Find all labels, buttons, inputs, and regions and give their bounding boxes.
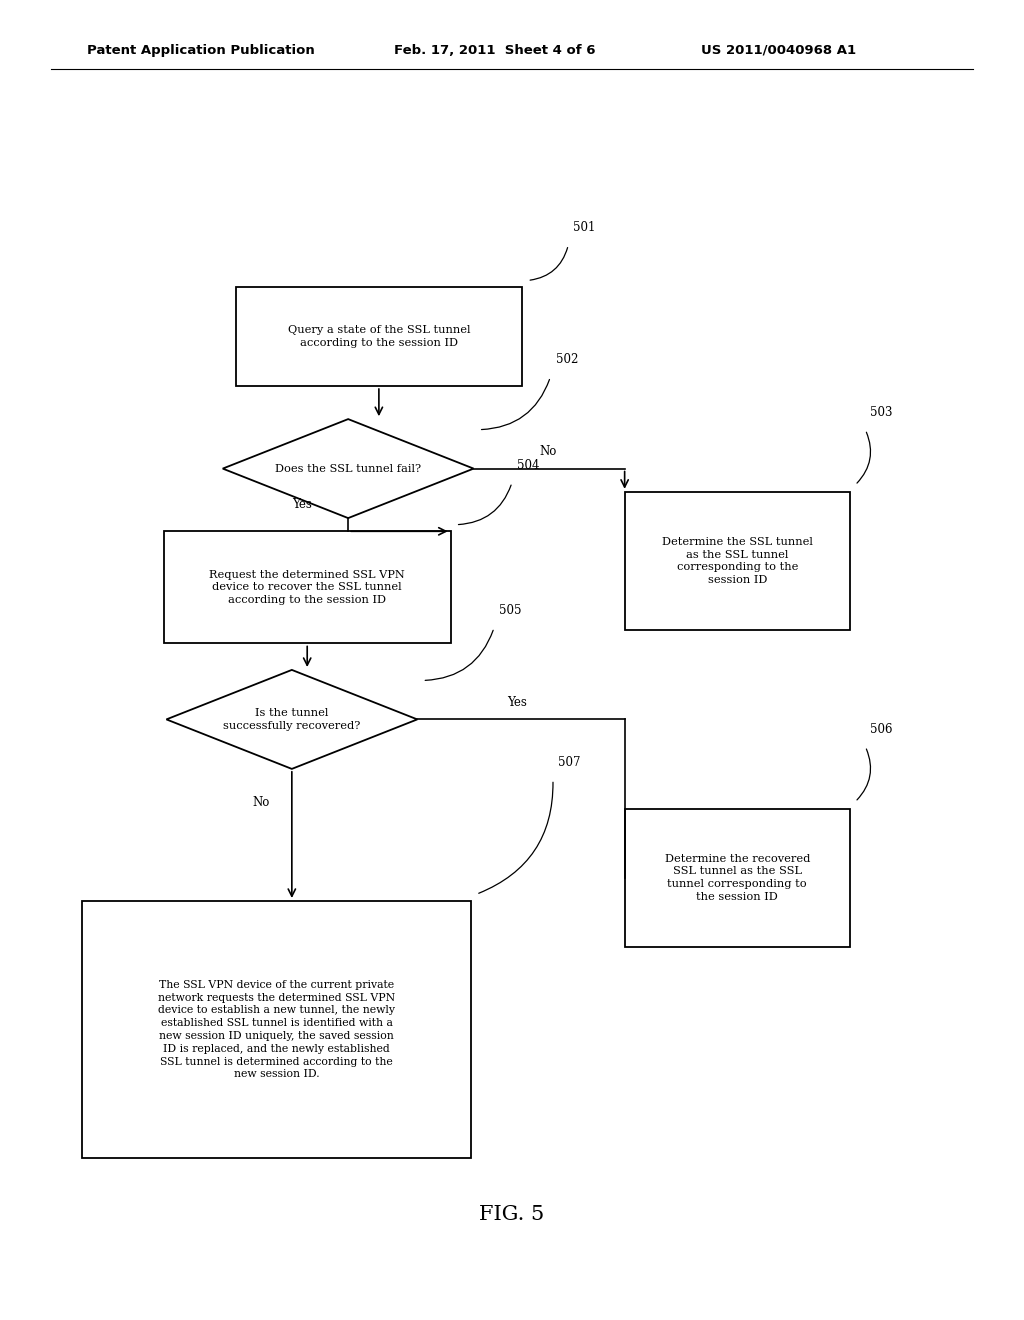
Text: Yes: Yes bbox=[292, 498, 312, 511]
Bar bbox=[82, 900, 471, 1159]
Polygon shape bbox=[166, 671, 418, 768]
Text: 502: 502 bbox=[555, 354, 578, 366]
Text: 501: 501 bbox=[573, 222, 596, 235]
Text: 507: 507 bbox=[558, 756, 581, 768]
Text: Is the tunnel
successfully recovered?: Is the tunnel successfully recovered? bbox=[223, 708, 360, 731]
Text: 506: 506 bbox=[870, 723, 893, 737]
Text: No: No bbox=[540, 445, 556, 458]
Bar bbox=[625, 808, 850, 948]
Text: Determine the SSL tunnel
as the SSL tunnel
corresponding to the
session ID: Determine the SSL tunnel as the SSL tunn… bbox=[662, 537, 813, 585]
Text: The SSL VPN device of the current private
network requests the determined SSL VP: The SSL VPN device of the current privat… bbox=[158, 979, 395, 1080]
Text: Query a state of the SSL tunnel
according to the session ID: Query a state of the SSL tunnel accordin… bbox=[288, 325, 470, 348]
Polygon shape bbox=[223, 420, 473, 517]
Text: 503: 503 bbox=[870, 407, 893, 420]
Text: US 2011/0040968 A1: US 2011/0040968 A1 bbox=[701, 44, 856, 57]
Text: Does the SSL tunnel fail?: Does the SSL tunnel fail? bbox=[275, 463, 421, 474]
Bar bbox=[164, 531, 451, 643]
Text: FIG. 5: FIG. 5 bbox=[479, 1205, 545, 1224]
Text: 505: 505 bbox=[500, 605, 521, 618]
Text: No: No bbox=[253, 796, 269, 809]
Text: Patent Application Publication: Patent Application Publication bbox=[87, 44, 314, 57]
Bar bbox=[625, 492, 850, 631]
Text: Yes: Yes bbox=[507, 696, 527, 709]
Text: Feb. 17, 2011  Sheet 4 of 6: Feb. 17, 2011 Sheet 4 of 6 bbox=[394, 44, 596, 57]
Text: Request the determined SSL VPN
device to recover the SSL tunnel
according to the: Request the determined SSL VPN device to… bbox=[209, 570, 406, 605]
Bar bbox=[236, 288, 522, 385]
Text: Determine the recovered
SSL tunnel as the SSL
tunnel corresponding to
the sessio: Determine the recovered SSL tunnel as th… bbox=[665, 854, 810, 902]
Text: 504: 504 bbox=[517, 459, 540, 471]
